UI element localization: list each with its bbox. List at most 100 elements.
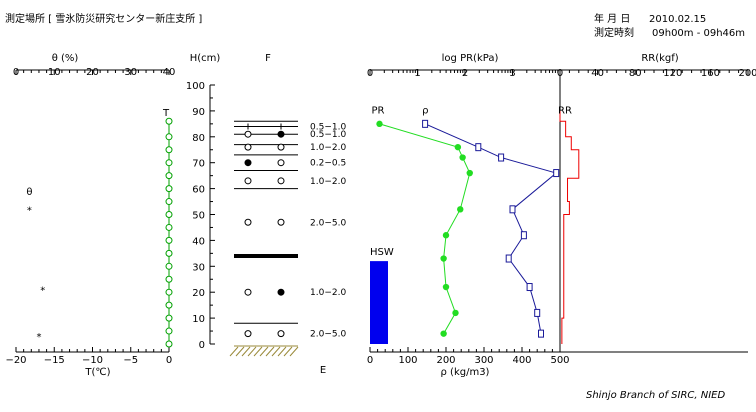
- pr-tick-label: 2: [462, 68, 468, 79]
- ground-hatch: [235, 346, 245, 357]
- temperature-point: [165, 211, 173, 218]
- temperature-point: [165, 301, 173, 309]
- marks-layer: * * * 0.5−1.00.5−1.0 1.0−2.0 0.2−0.5 1.0−2.0 2.…: [27, 105, 580, 357]
- pr-axis-title: log PR(kPa): [442, 53, 499, 64]
- pr-line: [379, 123, 471, 334]
- layer-shape-right: [277, 143, 285, 151]
- temperature-point: [165, 198, 173, 206]
- layer-shape-right: [277, 130, 285, 138]
- layer-shape-right: [277, 177, 285, 185]
- height-tick-label: 50: [192, 211, 205, 222]
- temperature-tick-label: −10: [82, 355, 103, 366]
- layer-grain-size: 1.0−2.0: [310, 143, 346, 153]
- hsw-label: HSW: [370, 247, 394, 258]
- layer-shape-right: [277, 218, 285, 226]
- time-label: 測定時刻: [594, 26, 634, 39]
- layer-shape-right: [277, 288, 285, 296]
- date-label: 年 月 日: [594, 12, 630, 25]
- rr-tick-label: 120: [663, 68, 682, 79]
- temperature-point: [165, 327, 173, 335]
- density-point: [553, 169, 560, 178]
- rr-tick-label: 200: [738, 68, 756, 79]
- density-point: [422, 119, 429, 128]
- temperature-point: [165, 172, 173, 180]
- temperature-point: [165, 262, 173, 270]
- pr-series-label: PR: [372, 105, 385, 116]
- time-value: 09h00m - 09h46m: [652, 28, 745, 39]
- pr-tick-label: 0: [367, 68, 373, 79]
- pr-point: [442, 283, 450, 291]
- layer-shape-left: [244, 288, 252, 296]
- layer-shape-left: [244, 330, 252, 338]
- temperature-point: [165, 314, 173, 322]
- height-tick-label: 70: [192, 159, 205, 170]
- temperature-tick-label: −15: [44, 355, 65, 366]
- theta-tick-label: 0: [13, 67, 19, 78]
- temperature-series-label: T: [162, 108, 170, 119]
- theta-point: *: [40, 286, 45, 297]
- height-tick-label: 80: [192, 133, 205, 144]
- layer-grain-size: 0.5−1.0: [310, 130, 346, 140]
- rr-tick-label: 40: [591, 68, 604, 79]
- layer-shape-left: [244, 159, 252, 167]
- theta-series-label: θ: [26, 187, 32, 198]
- temperature-point: [165, 275, 173, 283]
- layer-shape-left: [244, 143, 252, 151]
- location-title: 測定場所 [ 雪氷防災研究センター新庄支所 ]: [5, 12, 202, 25]
- pr-point: [442, 232, 450, 239]
- theta-tick-label: 20: [86, 67, 99, 78]
- layer-shape-right: [277, 330, 285, 338]
- layer-top-label: F: [265, 53, 271, 64]
- temperature-tick-label: 0: [166, 355, 172, 366]
- density-tick-label: 200: [436, 355, 455, 366]
- height-tick-label: 10: [192, 314, 205, 325]
- density-point: [520, 231, 527, 240]
- height-tick-label: 20: [192, 288, 205, 299]
- pr-point: [457, 206, 464, 213]
- density-point: [509, 205, 516, 214]
- density-tick-label: 0: [367, 355, 373, 366]
- density-point: [534, 308, 541, 317]
- height-tick-label: 40: [192, 236, 205, 247]
- temperature-point: [165, 340, 173, 348]
- theta-axis-title: θ (%): [52, 53, 79, 64]
- pr-tick-label: 1: [414, 68, 420, 79]
- layer-grain-size: 1.0−2.0: [310, 177, 346, 187]
- density-point: [526, 283, 533, 292]
- layer-grain-size: 0.2−0.5: [310, 159, 346, 169]
- layer-shape-left: [244, 177, 252, 185]
- pr-point: [454, 143, 462, 151]
- density-series-label: ρ: [422, 105, 428, 116]
- pr-point: [459, 154, 466, 161]
- temperature-point: [165, 288, 173, 296]
- temperature-tick-label: −5: [123, 355, 138, 366]
- density-tick-label: 400: [512, 355, 531, 366]
- layer-shape-right: [278, 123, 284, 130]
- temperature-point: [165, 249, 173, 257]
- ground-hatch: [229, 346, 239, 357]
- height-tick-label: 0: [199, 340, 205, 351]
- height-tick-label: 60: [192, 185, 205, 196]
- layer-shape-left: [245, 123, 251, 130]
- density-point: [538, 329, 544, 338]
- hsw-bar: [370, 261, 388, 344]
- ground-hatch: [271, 346, 281, 357]
- ground-hatch: [289, 346, 299, 357]
- height-tick-label: 90: [192, 107, 205, 118]
- temperature-point: [165, 117, 173, 125]
- layer-grain-size: 0.5−1.0: [310, 122, 346, 132]
- rr-axis-title: RR(kgf): [641, 53, 678, 64]
- height-tick-label: 30: [192, 262, 205, 273]
- pr-point: [440, 330, 447, 337]
- pr-point: [452, 309, 459, 317]
- temperature-axis-title: T(℃): [84, 367, 110, 378]
- ground-hatch: [265, 346, 275, 357]
- theta-point: *: [27, 205, 32, 216]
- density-point: [505, 254, 512, 263]
- layer-shape-left: [244, 218, 252, 226]
- footer-credit: Shinjo Branch of SIRC, NIED: [586, 390, 725, 401]
- temperature-point: [165, 146, 173, 154]
- rr-tick-label: 80: [629, 68, 642, 79]
- ground-hatch: [283, 346, 293, 357]
